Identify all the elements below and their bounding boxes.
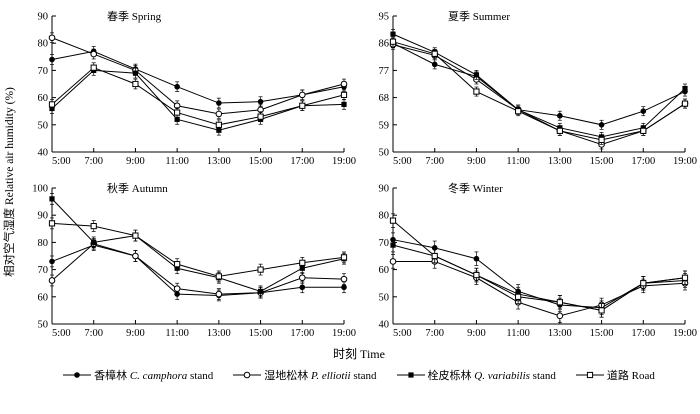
svg-text:5:00: 5:00: [393, 328, 412, 339]
svg-text:9:00: 9:00: [126, 328, 145, 339]
svg-text:春季 Spring: 春季 Spring: [107, 10, 162, 23]
svg-text:90: 90: [38, 12, 49, 23]
circle-open-icon: [233, 371, 262, 379]
svg-text:77: 77: [379, 66, 390, 77]
svg-text:19:00: 19:00: [673, 328, 697, 339]
subplot-grid: 40 50 60 70 80 90 5:00 7:00 9:00 11:00 13:00 15:00 1…: [18, 2, 700, 346]
svg-text:70: 70: [38, 66, 49, 77]
svg-text:80: 80: [38, 39, 49, 50]
svg-text:17:00: 17:00: [631, 328, 655, 339]
svg-text:9:00: 9:00: [467, 328, 486, 339]
svg-text:15:00: 15:00: [249, 156, 273, 167]
svg-text:11:00: 11:00: [165, 328, 189, 339]
svg-text:86: 86: [379, 39, 390, 50]
svg-text:7:00: 7:00: [84, 156, 103, 167]
subplot-summer: 50 59 68 77 86 95 5:00 7:00 9:00 11:00 13:00 15:00 1…: [379, 10, 697, 167]
svg-text:19:00: 19:00: [332, 328, 356, 339]
svg-text:17:00: 17:00: [631, 156, 655, 167]
svg-text:13:00: 13:00: [548, 328, 572, 339]
svg-text:15:00: 15:00: [590, 156, 614, 167]
svg-text:100: 100: [32, 184, 48, 195]
svg-text:17:00: 17:00: [290, 328, 314, 339]
svg-text:68: 68: [379, 93, 390, 104]
square-filled-icon: [396, 372, 425, 378]
legend-label: 香樟林 C. camphora stand: [94, 370, 214, 382]
subplot-autumn: 50 60 70 80 90 100 5:00 7:00 9:00 11:00 13:00 15:00…: [32, 181, 356, 339]
legend: 香樟林 C. camphora stand 湿地松林 P. elliotii st…: [18, 363, 700, 387]
legend-label: 湿地松林 P. elliotii stand: [264, 370, 377, 382]
svg-text:60: 60: [379, 265, 390, 276]
svg-text:90: 90: [38, 211, 49, 222]
svg-text:59: 59: [379, 120, 390, 131]
svg-text:11:00: 11:00: [506, 328, 530, 339]
svg-text:7:00: 7:00: [425, 328, 444, 339]
circle-filled-icon: [63, 372, 92, 378]
svg-text:7:00: 7:00: [425, 156, 444, 167]
svg-text:40: 40: [379, 320, 390, 331]
svg-text:7:00: 7:00: [84, 328, 103, 339]
svg-text:50: 50: [379, 292, 390, 303]
svg-text:95: 95: [379, 12, 390, 23]
legend-item: 道路 Road: [575, 367, 655, 383]
svg-text:夏季 Summer: 夏季 Summer: [448, 10, 510, 23]
svg-text:13:00: 13:00: [548, 156, 572, 167]
svg-text:80: 80: [379, 211, 390, 222]
svg-text:50: 50: [38, 320, 49, 331]
svg-text:5:00: 5:00: [393, 156, 412, 167]
svg-text:70: 70: [379, 238, 390, 249]
svg-text:9:00: 9:00: [467, 156, 486, 167]
svg-text:60: 60: [38, 93, 49, 104]
legend-label: 道路 Road: [606, 370, 655, 382]
y-axis-label: 相对空气湿度 Relative air humidity (%): [4, 87, 16, 277]
legend-item: 湿地松林 P. elliotii stand: [233, 367, 377, 383]
svg-text:19:00: 19:00: [673, 156, 697, 167]
svg-text:60: 60: [38, 292, 49, 303]
svg-text:80: 80: [38, 238, 49, 249]
subplot-winter: 40 50 60 70 80 90 5:00 7:00 9:00 11:00 13:00 15:00 1…: [379, 181, 697, 339]
svg-text:13:00: 13:00: [207, 328, 231, 339]
legend-label: 栓皮栎林 Q. variabilis stand: [427, 370, 556, 382]
svg-text:90: 90: [379, 184, 390, 195]
legend-item: 栓皮栎林 Q. variabilis stand: [396, 367, 556, 383]
svg-text:秋季 Autumn: 秋季 Autumn: [107, 181, 168, 195]
svg-text:19:00: 19:00: [332, 156, 356, 167]
svg-text:冬季 Winter: 冬季 Winter: [448, 181, 503, 195]
svg-text:17:00: 17:00: [290, 156, 314, 167]
x-axis-label: 时刻 Time: [333, 347, 385, 361]
svg-text:13:00: 13:00: [207, 156, 231, 167]
svg-text:50: 50: [379, 148, 390, 159]
svg-text:15:00: 15:00: [590, 328, 614, 339]
svg-text:11:00: 11:00: [506, 156, 530, 167]
svg-text:70: 70: [38, 265, 49, 276]
y-axis-label-column: 相对空气湿度 Relative air humidity (%): [0, 2, 18, 362]
svg-text:5:00: 5:00: [52, 156, 71, 167]
svg-text:9:00: 9:00: [126, 156, 145, 167]
subplot-spring: 40 50 60 70 80 90 5:00 7:00 9:00 11:00 13:00 15:00 1…: [38, 10, 356, 167]
svg-text:15:00: 15:00: [249, 328, 273, 339]
square-open-icon: [575, 371, 604, 379]
svg-text:5:00: 5:00: [52, 328, 71, 339]
svg-text:11:00: 11:00: [165, 156, 189, 167]
legend-item: 香樟林 C. camphora stand: [63, 367, 213, 383]
svg-text:40: 40: [38, 148, 49, 159]
svg-text:50: 50: [38, 120, 49, 131]
figure-main: 40 50 60 70 80 90 5:00 7:00 9:00 11:00 13:00 15:00 1…: [18, 2, 700, 414]
